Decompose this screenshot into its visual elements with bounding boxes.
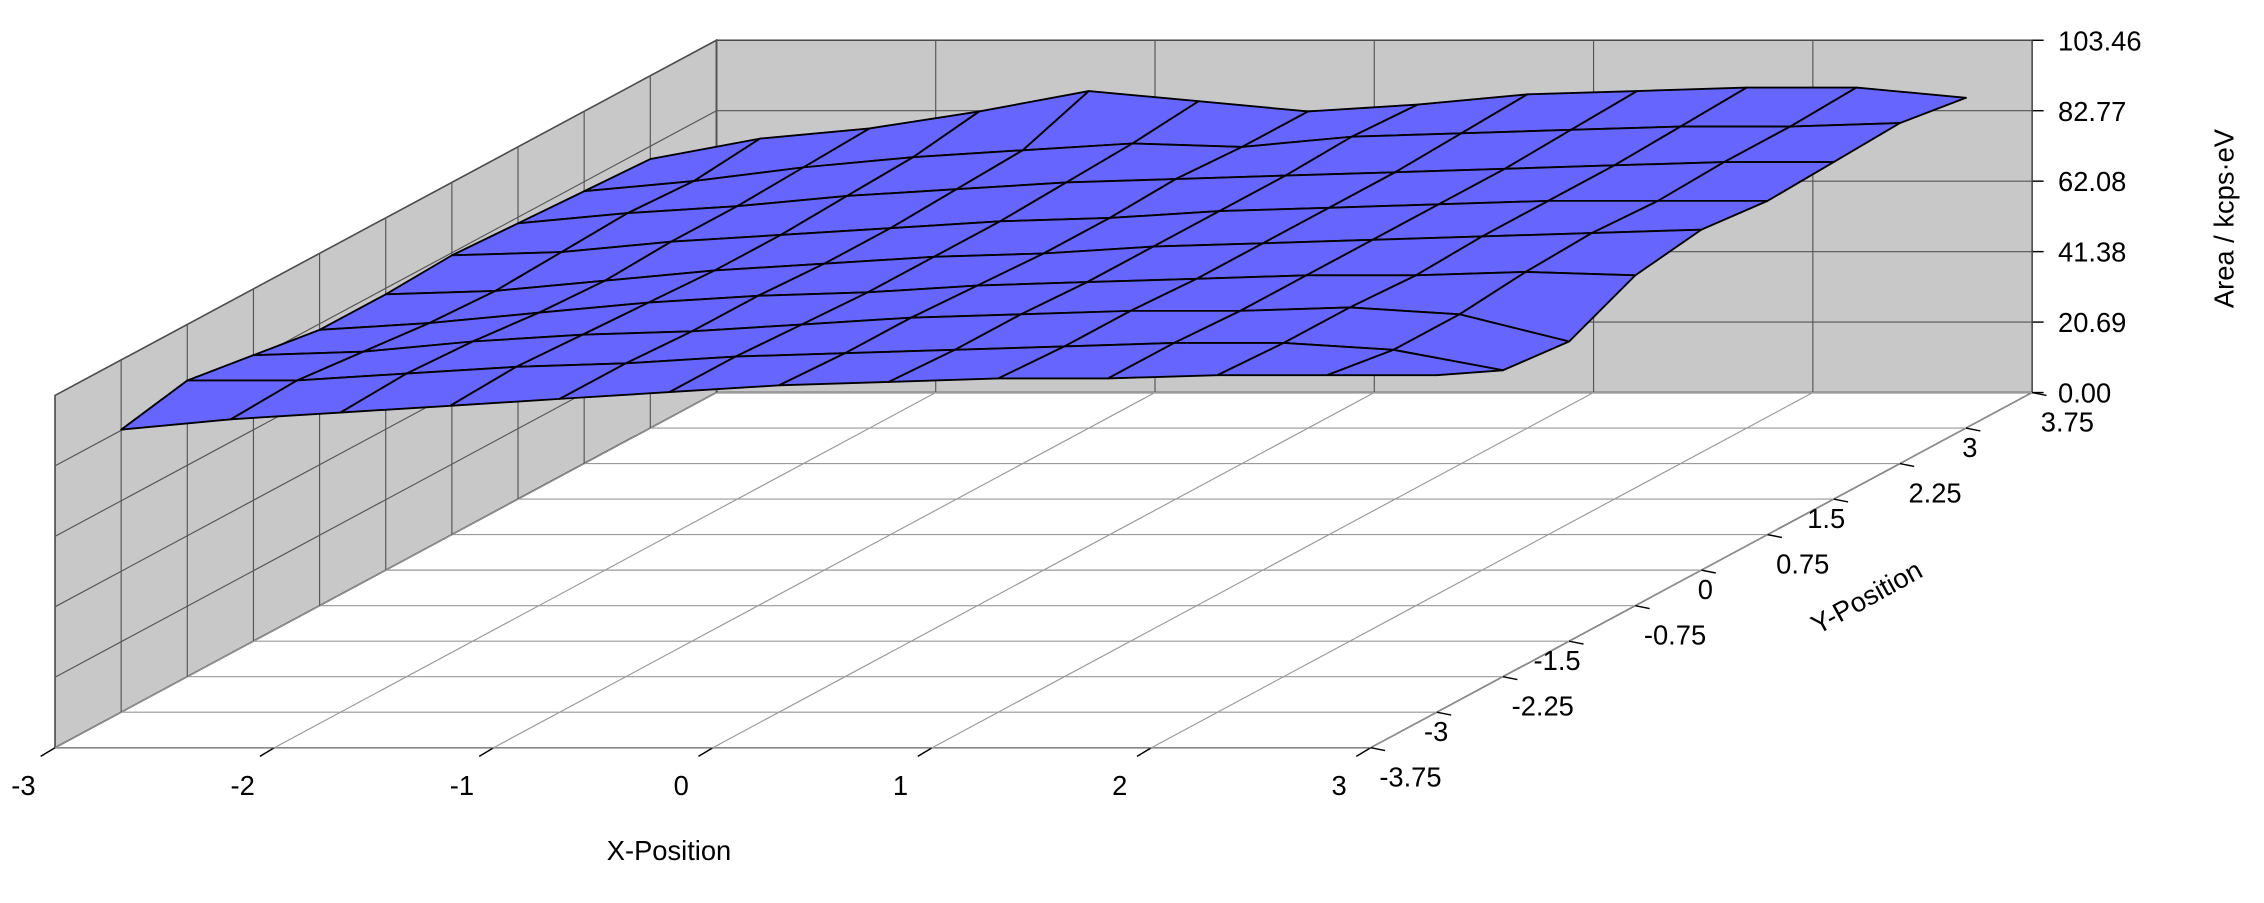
x-tick: [259, 747, 275, 757]
y-tick: [1568, 640, 1584, 645]
y-tick: [1502, 675, 1518, 681]
x-tick: [478, 747, 494, 757]
x-tick: [40, 747, 56, 757]
x-tick-label: -1: [450, 770, 474, 801]
y-tick-label: 3.75: [2041, 406, 2094, 437]
x-tick: [1136, 747, 1152, 757]
z-axis-title: Area / kcps·eV: [2208, 128, 2239, 308]
z-tick-label: 82.77: [2058, 96, 2126, 127]
y-tick: [2031, 391, 2047, 397]
surface-cell: [1326, 348, 1504, 377]
x-tick-label: 0: [674, 770, 689, 801]
y-tick: [1635, 604, 1650, 610]
y-tick-label: -1.5: [1534, 645, 1581, 676]
y-tick-label: -3: [1424, 716, 1448, 747]
x-tick-label: 3: [1331, 770, 1346, 801]
z-tick-label: 62.08: [2058, 166, 2126, 197]
y-tick: [1833, 498, 1849, 503]
z-tick-label: 20.69: [2058, 307, 2126, 338]
x-tick: [698, 747, 714, 757]
y-tick-label: -3.75: [1379, 762, 1441, 793]
x-tick-label: 2: [1112, 770, 1127, 801]
x-tick: [1355, 747, 1372, 757]
y-tick-label: 2.25: [1908, 477, 1961, 508]
x-tick-label: -2: [231, 770, 255, 801]
y-tick-label: 3: [1962, 432, 1977, 463]
x-tick: [917, 747, 933, 757]
z-tick-label: 0.00: [2058, 378, 2111, 409]
z-tick-label: 103.46: [2058, 25, 2142, 56]
y-tick: [1767, 533, 1783, 539]
y-tick: [1899, 462, 1915, 468]
y-tick-label: 0: [1698, 574, 1713, 605]
x-tick-label: 1: [893, 770, 908, 801]
y-tick: [1965, 427, 1981, 432]
y-tick-label: 1.5: [1807, 503, 1845, 534]
y-tick-label: -0.75: [1644, 619, 1706, 650]
y-tick-label: 0.75: [1776, 548, 1829, 579]
y-tick: [1370, 747, 1386, 752]
x-axis-title: X-Position: [607, 835, 731, 866]
x-tick-label: -3: [11, 770, 35, 801]
y-tick: [1436, 711, 1452, 716]
y-tick: [1701, 569, 1716, 574]
z-tick-label: 41.38: [2058, 237, 2126, 268]
y-tick-label: -2.25: [1512, 690, 1574, 721]
